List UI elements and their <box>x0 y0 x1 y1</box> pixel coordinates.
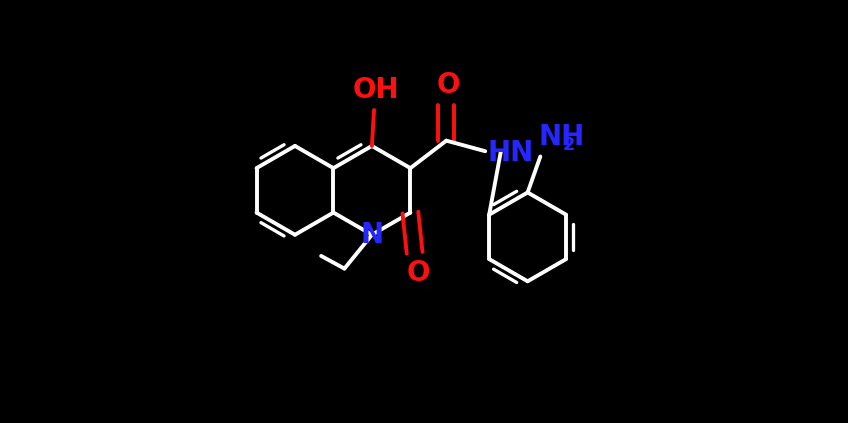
Text: O: O <box>437 71 460 99</box>
Text: OH: OH <box>353 76 399 104</box>
Text: NH: NH <box>538 123 584 151</box>
Text: O: O <box>406 259 430 287</box>
Text: 2: 2 <box>563 136 575 154</box>
Text: N: N <box>360 221 383 249</box>
Text: HN: HN <box>488 139 534 168</box>
